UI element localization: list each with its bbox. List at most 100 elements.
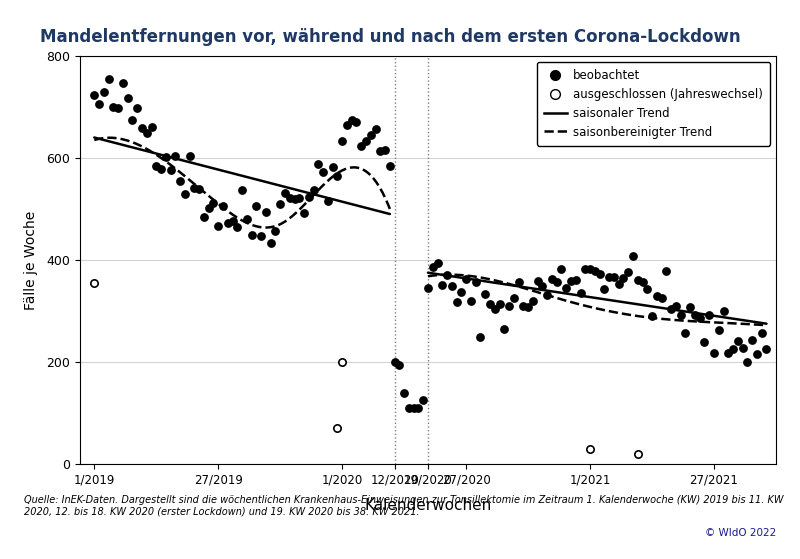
Point — [360, 136, 373, 145]
Point — [407, 404, 420, 413]
Point — [402, 404, 415, 413]
Point — [474, 332, 487, 341]
Point — [689, 311, 702, 320]
Point — [694, 313, 706, 322]
Point — [264, 239, 277, 248]
Point — [293, 194, 306, 203]
Point — [135, 124, 148, 132]
Point — [708, 349, 721, 358]
Point — [269, 226, 282, 235]
Point — [388, 358, 401, 367]
Point — [274, 200, 286, 209]
Point — [741, 357, 754, 366]
Point — [159, 152, 172, 161]
Point — [259, 207, 272, 216]
Point — [607, 273, 620, 282]
Point — [422, 284, 434, 293]
Point — [626, 252, 639, 260]
Point — [450, 297, 463, 306]
Point — [541, 290, 554, 299]
Point — [331, 172, 344, 181]
Point — [589, 267, 602, 276]
Point — [131, 104, 144, 113]
Point — [326, 163, 339, 172]
Point — [470, 278, 482, 287]
Point — [560, 283, 573, 292]
Point — [117, 78, 130, 87]
Point — [198, 212, 210, 221]
Point — [378, 146, 391, 155]
Point — [431, 259, 444, 268]
Point — [231, 222, 244, 231]
Point — [522, 303, 534, 312]
Point — [426, 262, 439, 271]
Point — [750, 349, 763, 358]
Point — [507, 293, 520, 302]
Point — [455, 287, 468, 296]
Point — [460, 274, 473, 283]
Point — [574, 288, 587, 297]
Point — [712, 325, 725, 334]
Point — [436, 281, 449, 290]
Point — [364, 130, 377, 139]
Point — [465, 296, 478, 305]
Point — [88, 278, 101, 287]
Point — [498, 325, 510, 334]
Point — [622, 268, 634, 277]
Point — [579, 264, 592, 273]
Point — [703, 311, 716, 320]
Point — [412, 404, 425, 413]
Point — [698, 338, 711, 347]
Point — [393, 360, 406, 369]
Point — [670, 302, 682, 311]
Point — [631, 276, 644, 285]
Point — [488, 304, 501, 313]
Point — [717, 307, 730, 316]
Point — [726, 344, 739, 353]
Point — [202, 204, 215, 213]
Point — [164, 165, 177, 174]
Point — [736, 344, 749, 353]
Point — [140, 129, 153, 138]
Point — [550, 278, 563, 287]
Point — [98, 87, 110, 96]
Point — [336, 136, 349, 145]
Point — [93, 100, 106, 108]
Point — [584, 444, 597, 453]
Point — [250, 201, 262, 210]
Point — [655, 294, 668, 303]
Point — [331, 424, 344, 433]
Point — [217, 201, 230, 210]
Point — [241, 215, 254, 224]
Point — [479, 289, 492, 298]
Point — [570, 276, 582, 285]
Point — [646, 312, 658, 321]
Point — [302, 193, 315, 202]
Y-axis label: Fälle je Woche: Fälle je Woche — [24, 210, 38, 310]
Point — [755, 329, 768, 338]
Point — [369, 125, 382, 134]
Point — [446, 282, 458, 291]
Point — [674, 310, 687, 319]
Point — [236, 186, 249, 195]
Point — [174, 176, 186, 185]
Point — [517, 301, 530, 310]
Point — [665, 305, 678, 314]
Point — [374, 146, 386, 155]
Point — [322, 197, 334, 206]
Point — [417, 396, 430, 405]
Point — [602, 273, 615, 282]
Point — [317, 167, 330, 176]
Point — [617, 273, 630, 282]
Point — [341, 120, 354, 129]
Point — [531, 277, 544, 286]
Point — [207, 198, 220, 207]
X-axis label: Kalenderwochen: Kalenderwochen — [364, 498, 492, 513]
Point — [612, 280, 625, 288]
Point — [350, 117, 363, 126]
Point — [88, 91, 101, 100]
Legend: beobachtet, ausgeschlossen (Jahreswechsel), saisonaler Trend, saisonbereinigter : beobachtet, ausgeschlossen (Jahreswechse… — [537, 62, 770, 146]
Point — [441, 270, 454, 279]
Point — [183, 152, 196, 161]
Point — [598, 285, 610, 294]
